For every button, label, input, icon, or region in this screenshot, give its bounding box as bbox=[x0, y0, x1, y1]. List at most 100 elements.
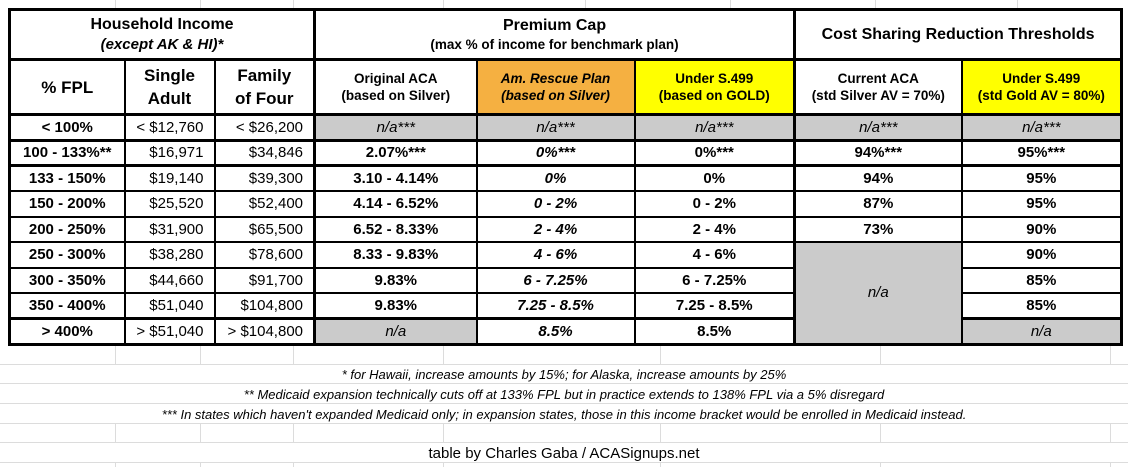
cell-s499-premium: 7.25 - 8.5% bbox=[633, 292, 796, 320]
cell-family: $65,500 bbox=[213, 215, 316, 243]
gridline bbox=[293, 0, 294, 8]
table-row: 300 - 350% $44,660 $91,700 9.83% 6 - 7.2… bbox=[8, 266, 1123, 294]
header-label: Under S.499 bbox=[675, 71, 754, 86]
table-row: < 100% < $12,760 < $26,200 n/a*** n/a***… bbox=[8, 113, 1123, 142]
cell-arp: n/a*** bbox=[475, 113, 636, 142]
header-label: Am. Rescue Plan bbox=[500, 71, 611, 86]
cell-current-aca: 94%*** bbox=[793, 139, 963, 167]
cell-single: $31,900 bbox=[123, 215, 216, 243]
cell-s499-premium: 2 - 4% bbox=[633, 215, 796, 243]
header-s499-csr: Under S.499 (std Gold AV = 80%) bbox=[960, 58, 1123, 116]
blank-row bbox=[0, 462, 1128, 467]
cell-s499-premium: 0 - 2% bbox=[633, 190, 796, 218]
cell-arp: 2 - 4% bbox=[475, 215, 636, 243]
gridline bbox=[1017, 0, 1018, 8]
footnote-row: *** In states which haven't expanded Med… bbox=[0, 403, 1128, 424]
header-label: (based on Silver) bbox=[341, 88, 451, 103]
cell-original-aca: n/a*** bbox=[313, 113, 478, 142]
cell-family: $78,600 bbox=[213, 241, 316, 269]
table-row: 133 - 150% $19,140 $39,300 3.10 - 4.14% … bbox=[8, 164, 1123, 192]
cell-fpl: 300 - 350% bbox=[8, 266, 126, 294]
cell-original-aca: 4.14 - 6.52% bbox=[313, 190, 478, 218]
section-subtitle: (max % of income for benchmark plan) bbox=[430, 37, 679, 52]
cell-single: $16,971 bbox=[123, 139, 216, 167]
cell-current-aca: 87% bbox=[793, 190, 963, 218]
header-single-adult: Single Adult bbox=[123, 58, 216, 116]
header-label: of Four bbox=[234, 89, 294, 108]
cell-s499-premium: 8.5% bbox=[633, 317, 796, 345]
cell-s499-csr: 95% bbox=[960, 190, 1123, 218]
cell-s499-csr: 90% bbox=[960, 241, 1123, 269]
cell-family: > $104,800 bbox=[213, 317, 316, 345]
credit-row: table by Charles Gaba / ACASignups.net bbox=[0, 442, 1128, 463]
cell-family: $52,400 bbox=[213, 190, 316, 218]
footnote-medicaid-expansion: ** Medicaid expansion technically cuts o… bbox=[243, 386, 885, 402]
header-label: % FPL bbox=[41, 77, 94, 97]
cell-single: $51,040 bbox=[123, 292, 216, 320]
cell-s499-csr: 85% bbox=[960, 266, 1123, 294]
header-s499-premium: Under S.499 (based on GOLD) bbox=[633, 58, 796, 116]
cell-current-aca: 73% bbox=[793, 215, 963, 243]
header-label: Current ACA bbox=[837, 71, 919, 86]
header-current-aca: Current ACA (std Silver AV = 70%) bbox=[793, 58, 963, 116]
cell-arp: 0%*** bbox=[475, 139, 636, 167]
section-household-income: Household Income (except AK & HI)* bbox=[8, 8, 316, 61]
footnote-non-expansion-states: *** In states which haven't expanded Med… bbox=[161, 406, 967, 422]
gridline bbox=[875, 0, 876, 8]
header-label: (based on GOLD) bbox=[658, 88, 770, 103]
cell-arp: 4 - 6% bbox=[475, 241, 636, 269]
table-row: 100 - 133%** $16,971 $34,846 2.07%*** 0%… bbox=[8, 139, 1123, 167]
cell-fpl: < 100% bbox=[8, 113, 126, 142]
footnote-row: ** Medicaid expansion technically cuts o… bbox=[0, 383, 1128, 404]
header-label: Original ACA bbox=[354, 71, 438, 86]
cell-arp: 0 - 2% bbox=[475, 190, 636, 218]
section-cost-sharing: Cost Sharing Reduction Thresholds bbox=[793, 8, 1123, 61]
table-row: 350 - 400% $51,040 $104,800 9.83% 7.25 -… bbox=[8, 292, 1123, 320]
header-label: (based on Silver) bbox=[501, 88, 610, 103]
footnote-hawaii-alaska: * for Hawaii, increase amounts by 15%; f… bbox=[341, 367, 787, 382]
cell-original-aca: 2.07%*** bbox=[313, 139, 478, 167]
cell-single: $44,660 bbox=[123, 266, 216, 294]
cell-original-aca: 6.52 - 8.33% bbox=[313, 215, 478, 243]
cell-arp: 7.25 - 8.5% bbox=[475, 292, 636, 320]
cell-single: > $51,040 bbox=[123, 317, 216, 345]
cell-fpl: 100 - 133%** bbox=[8, 139, 126, 167]
cell-s499-premium: 4 - 6% bbox=[633, 241, 796, 269]
cell-single: < $12,760 bbox=[123, 113, 216, 142]
cell-arp: 0% bbox=[475, 164, 636, 192]
cell-family: < $26,200 bbox=[213, 113, 316, 142]
table-row: 200 - 250% $31,900 $65,500 6.52 - 8.33% … bbox=[8, 215, 1123, 243]
cell-original-aca: n/a bbox=[313, 317, 478, 345]
gridline bbox=[200, 0, 201, 8]
cell-s499-premium: 0% bbox=[633, 164, 796, 192]
cell-original-aca: 8.33 - 9.83% bbox=[313, 241, 478, 269]
cell-s499-premium: 6 - 7.25% bbox=[633, 266, 796, 294]
section-title: Household Income bbox=[90, 16, 234, 33]
cell-s499-csr: 95% bbox=[960, 164, 1123, 192]
cell-current-aca: n/a*** bbox=[793, 113, 963, 142]
cell-arp: 6 - 7.25% bbox=[475, 266, 636, 294]
section-header-row: Household Income (except AK & HI)* Premi… bbox=[8, 8, 1123, 61]
cell-fpl: 250 - 300% bbox=[8, 241, 126, 269]
cell-current-aca-merged-na: n/a bbox=[793, 241, 963, 345]
cell-fpl: 200 - 250% bbox=[8, 215, 126, 243]
cell-fpl: > 400% bbox=[8, 317, 126, 345]
table-row: 250 - 300% $38,280 $78,600 8.33 - 9.83% … bbox=[8, 241, 1123, 345]
cell-family: $104,800 bbox=[213, 292, 316, 320]
header-label: Adult bbox=[147, 89, 192, 108]
section-title: Cost Sharing Reduction Thresholds bbox=[821, 25, 1095, 43]
cell-family: $91,700 bbox=[213, 266, 316, 294]
gridline bbox=[585, 0, 586, 8]
header-label: Under S.499 bbox=[1002, 71, 1081, 86]
table-row: 150 - 200% $25,520 $52,400 4.14 - 6.52% … bbox=[8, 190, 1123, 218]
cell-fpl: 150 - 200% bbox=[8, 190, 126, 218]
header-label: Single bbox=[143, 66, 195, 85]
cell-single: $19,140 bbox=[123, 164, 216, 192]
footnote-row: * for Hawaii, increase amounts by 15%; f… bbox=[0, 364, 1128, 384]
blank-row bbox=[0, 423, 1128, 443]
cell-s499-csr: 95%*** bbox=[960, 139, 1123, 167]
cell-arp: 8.5% bbox=[475, 317, 636, 345]
section-subtitle: (except AK & HI)* bbox=[100, 36, 224, 53]
gridline bbox=[115, 0, 116, 8]
